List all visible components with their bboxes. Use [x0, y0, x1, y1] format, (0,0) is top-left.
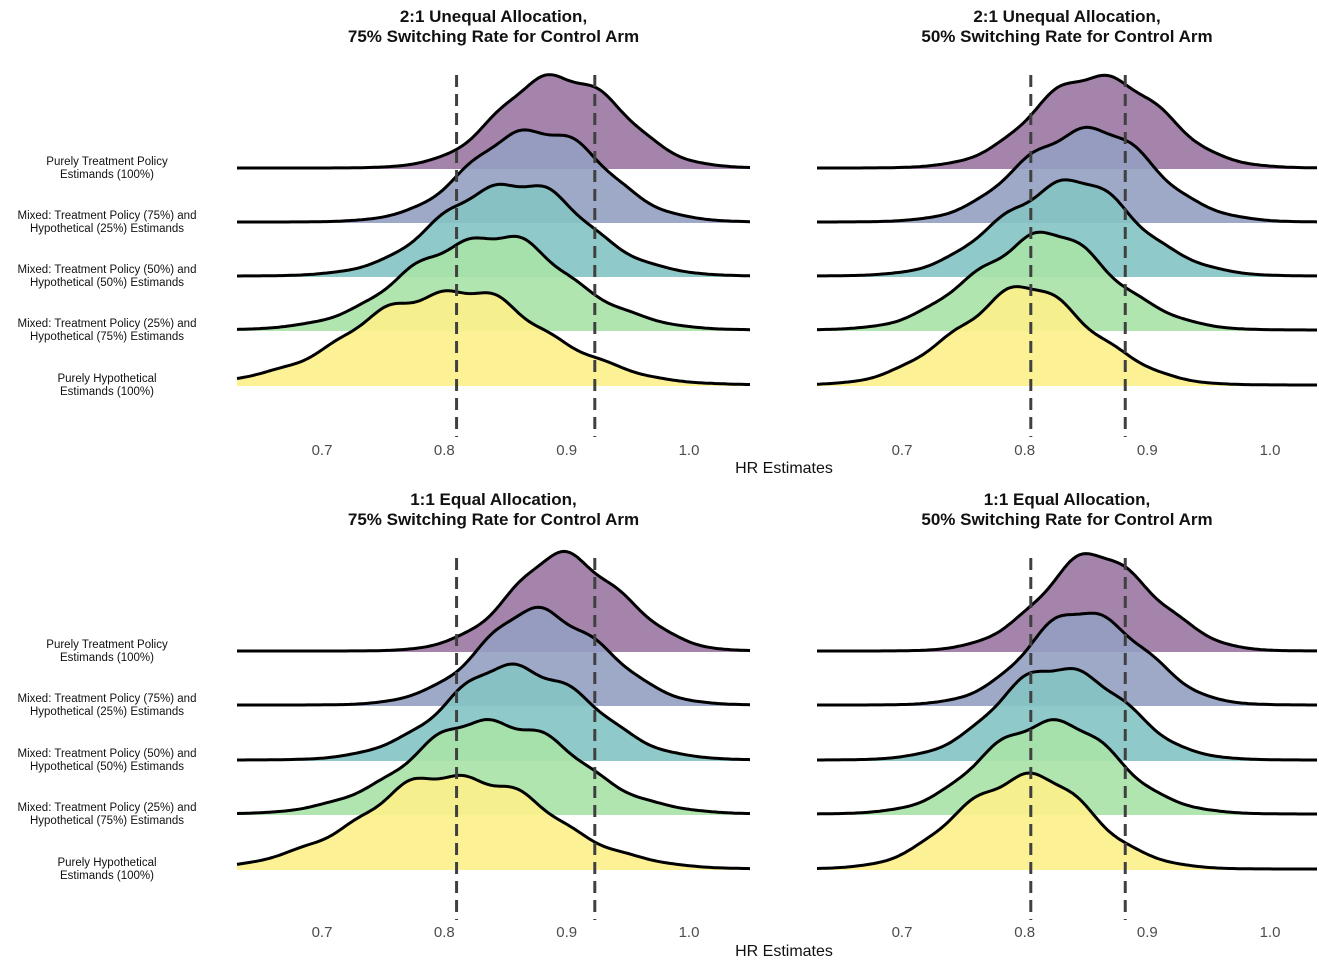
ridge-line-4 — [817, 230, 1317, 332]
ridge-line-4 — [236, 234, 751, 332]
ridge-fill-3 — [237, 664, 750, 761]
ridge-line-1 — [817, 73, 1317, 170]
ridge-fill-5 — [817, 286, 1317, 386]
y-category-label: Mixed: Treatment Policy (75%) and Hypothe… — [18, 210, 197, 235]
x-tick-label: 1.0 — [679, 924, 700, 941]
ridge-line-3 — [237, 662, 751, 762]
ridge-line-5 — [236, 773, 751, 871]
ridge-fill-2 — [817, 613, 1317, 706]
y-category-label: Mixed: Treatment Policy (25%) and Hypothe… — [18, 318, 197, 343]
ridge-fill-5 — [237, 290, 750, 386]
x-tick-label: 0.8 — [1014, 924, 1035, 941]
ridge-line-2 — [817, 125, 1318, 224]
x-tick-label: 0.9 — [1137, 442, 1158, 459]
ridge-line-2 — [237, 128, 751, 224]
x-axis-title: HR Estimates — [735, 943, 833, 960]
y-category-label: Purely Treatment Policy Estimands (100%) — [46, 639, 168, 664]
ridge-fill-1 — [237, 74, 750, 169]
y-category-label: Purely Hypothetical Estimands (100%) — [57, 857, 156, 882]
ridge-fill-5 — [237, 775, 750, 870]
ridge-line-1 — [237, 73, 751, 170]
y-category-label: Mixed: Treatment Policy (75%) and Hypothe… — [18, 693, 197, 718]
x-tick-label: 0.8 — [434, 924, 455, 941]
x-tick-label: 1.0 — [1260, 442, 1281, 459]
ridge-fill-2 — [237, 607, 750, 706]
x-axis-title: HR Estimates — [735, 460, 833, 477]
ridge-fill-4 — [237, 236, 750, 331]
ridge-fill-1 — [817, 75, 1317, 169]
ridge-fill-3 — [817, 668, 1317, 761]
x-tick-label: 0.7 — [312, 924, 333, 941]
ridge-fill-5 — [817, 773, 1317, 870]
x-tick-label: 0.7 — [312, 442, 333, 459]
ridge-fill-1 — [237, 551, 750, 652]
ridge-fill-3 — [237, 184, 750, 277]
ridge-line-3 — [237, 182, 750, 278]
y-category-label: Mixed: Treatment Policy (25%) and Hypothe… — [18, 802, 197, 827]
panel-title: 2:1 Unequal Allocation, 75% Switching Rat… — [348, 7, 639, 46]
panel-title: 1:1 Equal Allocation, 50% Switching Rate … — [921, 490, 1212, 529]
ridge-fill-4 — [817, 232, 1317, 331]
panel-title: 2:1 Unequal Allocation, 50% Switching Rat… — [921, 7, 1212, 46]
y-category-label: Mixed: Treatment Policy (50%) and Hypothe… — [18, 748, 197, 773]
ridge-line-3 — [817, 667, 1317, 762]
y-category-label: Purely Hypothetical Estimands (100%) — [57, 373, 156, 398]
x-tick-label: 0.9 — [1137, 924, 1158, 941]
ridge-line-1 — [237, 549, 751, 653]
ridge-fill-3 — [817, 179, 1317, 277]
ridge-line-3 — [817, 178, 1317, 278]
ridge-line-2 — [817, 611, 1317, 707]
x-tick-label: 0.7 — [892, 442, 913, 459]
ridge-line-1 — [817, 552, 1317, 653]
x-tick-label: 0.9 — [556, 924, 577, 941]
ridge-line-5 — [816, 771, 1317, 871]
x-tick-label: 0.8 — [434, 442, 455, 459]
ridge-line-4 — [816, 718, 1317, 816]
ridge-fill-2 — [237, 129, 750, 223]
ridge-line-4 — [236, 718, 750, 815]
y-category-label: Mixed: Treatment Policy (50%) and Hypothe… — [18, 264, 197, 289]
x-tick-label: 0.7 — [892, 924, 913, 941]
y-category-label: Purely Treatment Policy Estimands (100%) — [46, 156, 168, 181]
panel-title: 1:1 Equal Allocation, 75% Switching Rate … — [348, 490, 639, 529]
ridge-line-5 — [236, 289, 750, 386]
x-tick-label: 0.8 — [1014, 442, 1035, 459]
ridge-line-5 — [816, 285, 1317, 387]
x-tick-label: 1.0 — [679, 442, 700, 459]
ridge-line-2 — [237, 605, 751, 707]
x-tick-label: 1.0 — [1260, 924, 1281, 941]
x-tick-label: 0.9 — [556, 442, 577, 459]
